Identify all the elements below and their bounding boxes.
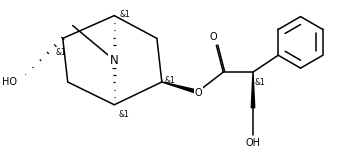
Text: &1: &1 xyxy=(165,75,176,85)
Text: O: O xyxy=(210,32,217,42)
Text: &1: &1 xyxy=(255,78,266,87)
Text: OH: OH xyxy=(246,139,261,148)
Text: &1: &1 xyxy=(118,110,129,119)
Polygon shape xyxy=(162,82,198,94)
Text: &1: &1 xyxy=(119,10,130,19)
Text: HO: HO xyxy=(2,77,17,87)
Text: O: O xyxy=(195,88,202,98)
Text: N: N xyxy=(110,54,119,67)
Text: &1: &1 xyxy=(55,48,66,57)
Polygon shape xyxy=(251,72,255,108)
